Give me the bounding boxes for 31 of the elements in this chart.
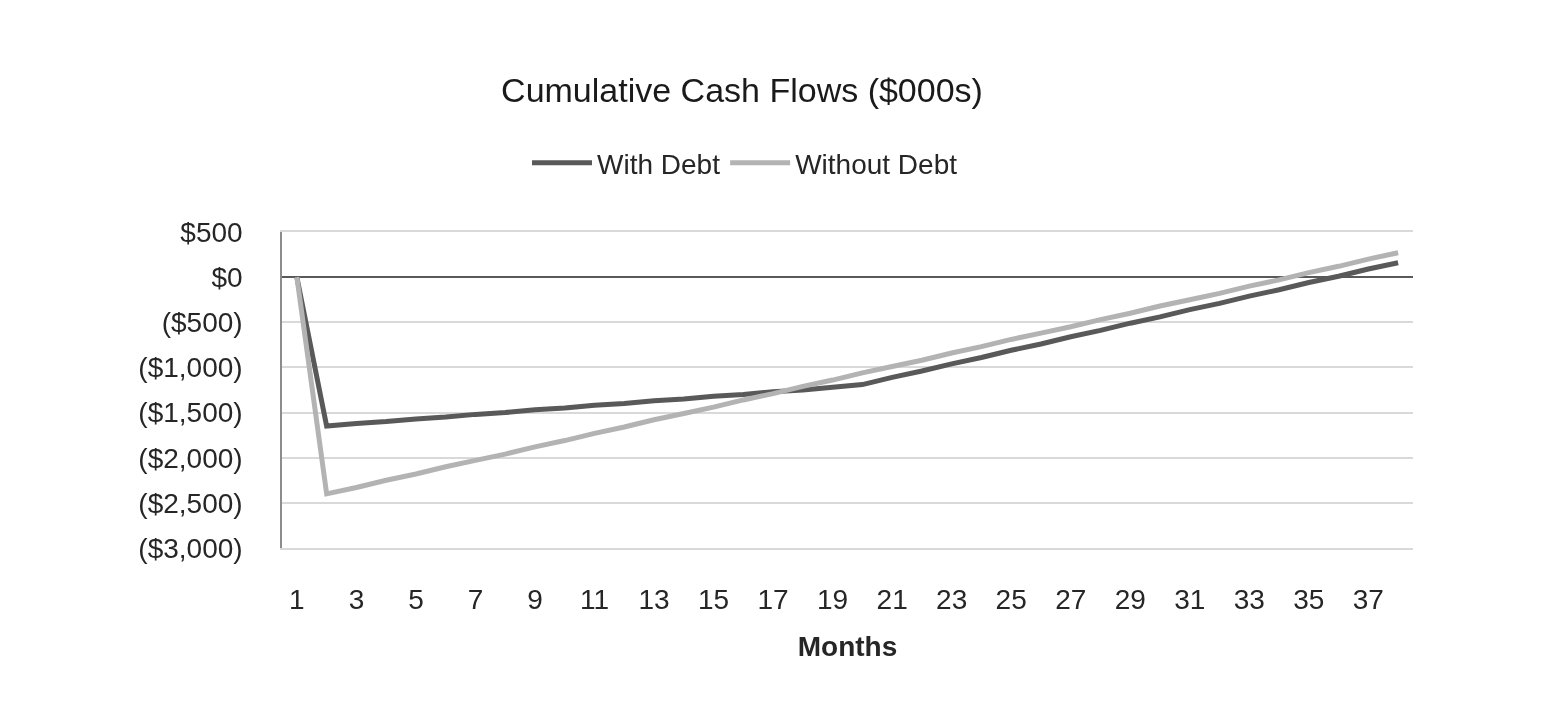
x-tick-label: 17 [757, 584, 789, 616]
x-tick-label: 37 [1352, 584, 1384, 616]
x-tick-label: 29 [1114, 584, 1146, 616]
x-tick-label: 35 [1293, 584, 1325, 616]
y-tick-label: ($2,000) [138, 442, 243, 474]
y-tick-label: $500 [180, 216, 243, 248]
legend-label: Without Debt [795, 148, 958, 180]
legend-label: With Debt [597, 148, 721, 180]
y-tick-label: ($1,500) [138, 397, 243, 429]
x-tick-label: 7 [467, 584, 484, 616]
x-tick-label: 31 [1174, 584, 1206, 616]
x-tick-label: 27 [1055, 584, 1087, 616]
x-tick-label: 11 [579, 584, 610, 616]
x-tick-label: 15 [697, 584, 730, 616]
x-tick-label: 25 [995, 584, 1027, 616]
x-tick-label: 21 [876, 584, 908, 616]
x-tick-label: 23 [936, 584, 968, 616]
x-tick-label: 1 [289, 584, 305, 616]
x-tick-label: 9 [527, 584, 543, 616]
x-tick-label: 19 [817, 584, 849, 616]
y-tick-label: ($1,000) [138, 352, 243, 384]
x-tick-label: 13 [638, 584, 670, 616]
y-tick-label: ($500) [161, 307, 243, 339]
x-axis-title: Months [797, 630, 898, 662]
x-tick-label: 5 [408, 584, 424, 616]
chart-title: Cumulative Cash Flows ($000s) [501, 70, 983, 109]
x-tick-label: 3 [348, 584, 365, 616]
x-tick-label: 33 [1233, 584, 1265, 616]
y-tick-label: ($3,000) [138, 532, 243, 564]
y-tick-label: $0 [211, 261, 243, 293]
y-tick-label: ($2,500) [138, 487, 243, 519]
